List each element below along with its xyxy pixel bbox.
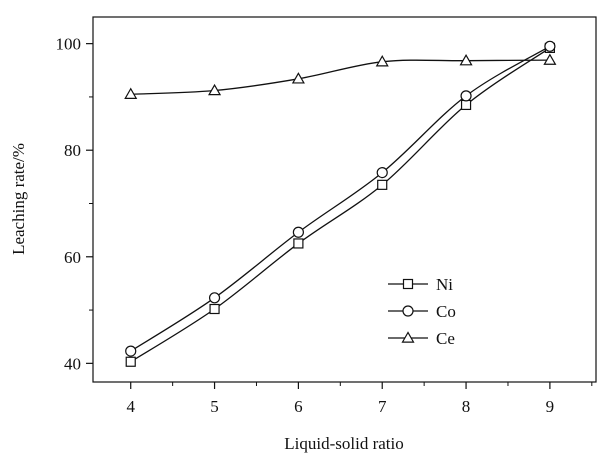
legend-marker — [401, 331, 415, 343]
x-tick-label: 6 — [294, 397, 303, 416]
legend: Ni Co Ce — [388, 275, 456, 348]
x-tick-label: 9 — [546, 397, 555, 416]
series-ce — [124, 53, 557, 99]
y-tick-label: 40 — [64, 354, 81, 373]
data-point-marker — [376, 166, 388, 179]
x-tick-label: 5 — [210, 397, 219, 416]
y-tick-label: 80 — [64, 141, 81, 160]
series-line — [130, 47, 551, 363]
x-tick-label: 8 — [462, 397, 471, 416]
y-tick-label: 100 — [56, 35, 82, 54]
x-tick-label: 4 — [126, 397, 135, 416]
data-point-marker — [125, 345, 137, 357]
data-point-marker — [375, 55, 389, 67]
data-point-marker — [209, 303, 220, 315]
data-point-marker — [460, 99, 472, 111]
series-ni — [125, 42, 555, 367]
data-point-marker — [125, 356, 136, 367]
data-point-marker — [124, 87, 138, 99]
data-point-marker — [291, 72, 305, 84]
legend-label: Co — [436, 302, 456, 321]
legend-label: Ni — [436, 275, 453, 294]
x-axis-label: Liquid-solid ratio — [284, 434, 403, 453]
legend-marker — [402, 305, 414, 317]
data-point-marker — [544, 40, 556, 52]
data-point-marker — [459, 53, 473, 66]
data-point-marker — [293, 238, 304, 249]
data-point-marker — [292, 226, 304, 238]
data-point-marker — [460, 90, 472, 102]
x-axis-ticks: 4 5 6 7 8 9 — [126, 382, 593, 416]
y-axis-ticks: 40 60 80 100 — [56, 35, 93, 373]
data-point-marker — [208, 292, 221, 304]
data-point-marker — [377, 179, 388, 190]
series-co — [125, 40, 556, 357]
y-axis-label: Leaching rate/% — [9, 143, 28, 255]
y-tick-label: 60 — [64, 248, 81, 267]
plot-frame — [92, 16, 597, 383]
legend-marker — [402, 278, 414, 290]
legend-label: Ce — [436, 329, 455, 348]
data-point-marker — [208, 83, 222, 96]
x-tick-label: 7 — [378, 397, 387, 416]
data-point-marker — [543, 53, 557, 65]
series-layer — [124, 40, 557, 367]
series-line — [130, 59, 550, 95]
